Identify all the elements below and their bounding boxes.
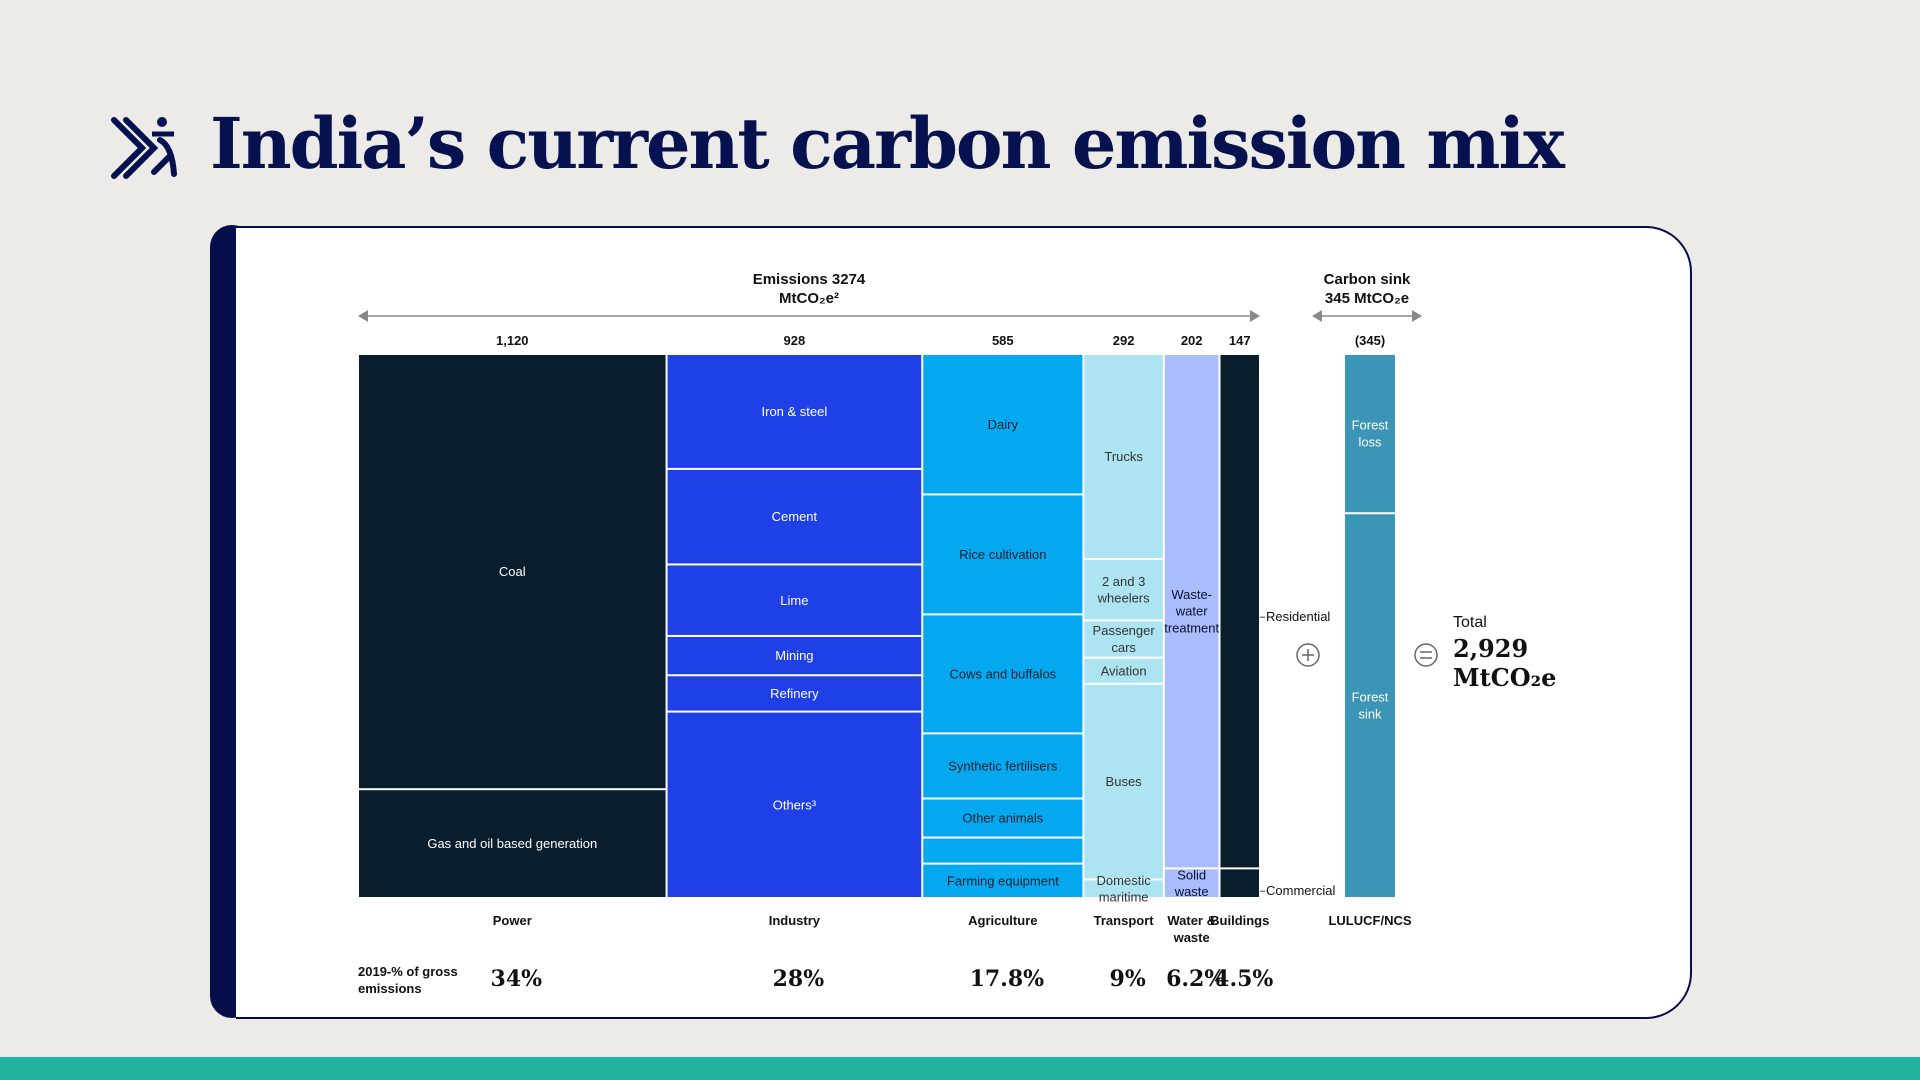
bar-industry-mining — [667, 636, 922, 675]
bar-label-dairy: Dairy — [988, 417, 1019, 432]
pct-transport: 9% — [1110, 966, 1146, 992]
bar-label-farming-equipment: Farming equipment — [947, 873, 1059, 888]
bar-power-gas-and-oil-based-generation — [359, 790, 666, 897]
bar-label-iron-steel: Iron & steel — [762, 404, 828, 419]
sink-title: Carbon sink — [1324, 271, 1411, 288]
pct-water_waste: 6.2% — [1166, 966, 1225, 992]
bar-label-cement: Cement — [772, 509, 818, 524]
column-total-power: 1,120 — [496, 333, 529, 348]
column-total-transport: 292 — [1113, 333, 1135, 348]
emissions-unit: MtCO₂e² — [779, 290, 839, 307]
bar-transport-passenger-cars — [1084, 621, 1163, 657]
sink-arrow-head-left — [1312, 310, 1322, 322]
bar-label-lime: Lime — [780, 593, 808, 608]
bar-transport-domestic-maritime — [1084, 880, 1163, 897]
column-name-agriculture: Agriculture — [968, 913, 1037, 928]
bar-label-gas-and-oil-based-generation: Gas and oil based generation — [427, 836, 597, 851]
equals-icon-glyph — [1420, 651, 1432, 659]
emissions-title: Emissions 3274 — [753, 271, 866, 288]
sink-column-name: LULUCF/NCS — [1328, 913, 1411, 928]
sink-arrow-head-right — [1412, 310, 1422, 322]
bar-label-synthetic-fertilisers: Synthetic fertilisers — [948, 759, 1058, 774]
emissions-arrow-head-left — [358, 310, 368, 322]
bar-transport-2-and-3-wheelers — [1084, 559, 1163, 620]
bar-label-forest-sink: Forest sink — [1352, 690, 1389, 722]
total-value: 2,929 MtCO₂e — [1453, 634, 1603, 692]
bar-label-2-and-3-wheelers: 2 and 3 wheelers — [1097, 574, 1151, 606]
bar-label-residential: Residential — [1266, 609, 1330, 624]
bar-forest-sink — [1345, 514, 1395, 897]
bar-label-solid-waste: Solid waste — [1174, 867, 1209, 899]
bottom-accent-band — [0, 1057, 1920, 1080]
column-name-buildings: Buildings — [1210, 913, 1269, 928]
total-value-unit: MtCO₂e — [1453, 663, 1557, 692]
bar-water_waste-waste-water-treatment — [1164, 355, 1219, 868]
bar-label-aviation: Aviation — [1101, 663, 1147, 678]
column-name-power: Power — [493, 913, 532, 928]
sink-total: (345) — [1355, 333, 1385, 348]
bar-power-coal — [359, 355, 666, 789]
column-name-water_waste-1: waste — [1173, 930, 1210, 945]
equals-icon — [1414, 643, 1438, 667]
plus-icon-glyph — [1302, 649, 1314, 661]
bar-label-commercial: Commercial — [1266, 883, 1335, 898]
column-name-water_waste: Water & — [1167, 913, 1216, 928]
column-name-transport: Transport — [1094, 913, 1155, 928]
bar-industry-iron-steel — [667, 355, 922, 468]
sink-unit: 345 MtCO₂e — [1325, 290, 1409, 307]
bar-agriculture-segment-5 — [923, 838, 1083, 863]
bar-label-buses: Buses — [1106, 774, 1143, 789]
bar-buildings-commercial — [1220, 869, 1259, 897]
bar-agriculture-farming-equipment — [923, 864, 1083, 897]
bar-label-forest-loss: Forest loss — [1352, 418, 1389, 450]
bar-industry-cement — [667, 469, 922, 564]
column-total-water_waste: 202 — [1181, 333, 1203, 348]
logo-icon — [111, 117, 177, 179]
bar-label-trucks: Trucks — [1104, 449, 1143, 464]
bar-label-passenger-cars: Passenger cars — [1093, 623, 1156, 655]
plus-icon — [1296, 643, 1320, 667]
emissions-arrow-head-right — [1250, 310, 1260, 322]
bar-label-refinery: Refinery — [770, 686, 819, 701]
total-label: Total — [1453, 614, 1487, 631]
bar-label-rice-cultivation: Rice cultivation — [959, 547, 1046, 562]
bar-label-domestic-maritime: Domestic maritime — [1097, 873, 1152, 905]
bar-label-other-animals: Other animals — [962, 811, 1043, 826]
column-total-buildings: 147 — [1229, 333, 1251, 348]
pct-industry: 28% — [773, 966, 825, 992]
bar-buildings-residential — [1220, 355, 1259, 868]
bar-industry-others — [667, 712, 922, 897]
column-total-industry: 928 — [784, 333, 806, 348]
column-name-industry: Industry — [769, 913, 821, 928]
page-title: India’s current carbon emission mix — [210, 102, 1565, 185]
pct-row-label: 2019-% of gross — [358, 964, 458, 979]
total-value-number: 2,929 — [1453, 634, 1529, 663]
bar-label-coal: Coal — [499, 564, 526, 579]
bar-agriculture-dairy — [923, 355, 1083, 494]
bar-transport-buses — [1084, 684, 1163, 879]
bar-industry-lime — [667, 565, 922, 635]
bar-agriculture-synthetic-fertilisers — [923, 734, 1083, 798]
bar-agriculture-cows-and-buffalos — [923, 615, 1083, 733]
pct-agriculture: 17.8% — [970, 966, 1045, 992]
bar-label-mining: Mining — [775, 648, 813, 663]
bar-forest-loss — [1345, 355, 1395, 513]
bar-label-others: Others³ — [773, 797, 817, 812]
bar-label-cows-and-buffalos: Cows and buffalos — [949, 666, 1056, 681]
bar-industry-refinery — [667, 676, 922, 711]
bar-agriculture-other-animals — [923, 799, 1083, 837]
bar-transport-aviation — [1084, 658, 1163, 683]
pct-buildings: 4.5% — [1214, 966, 1273, 992]
column-total-agriculture: 585 — [992, 333, 1014, 348]
bar-transport-trucks — [1084, 355, 1163, 558]
bar-agriculture-rice-cultivation — [923, 495, 1083, 614]
bar-label-waste-water-treatment: Waste-water treatment — [1164, 587, 1219, 636]
pct-row-label-1: emissions — [358, 981, 422, 996]
bar-water_waste-solid-waste — [1164, 869, 1219, 897]
pct-power: 34% — [491, 966, 543, 992]
